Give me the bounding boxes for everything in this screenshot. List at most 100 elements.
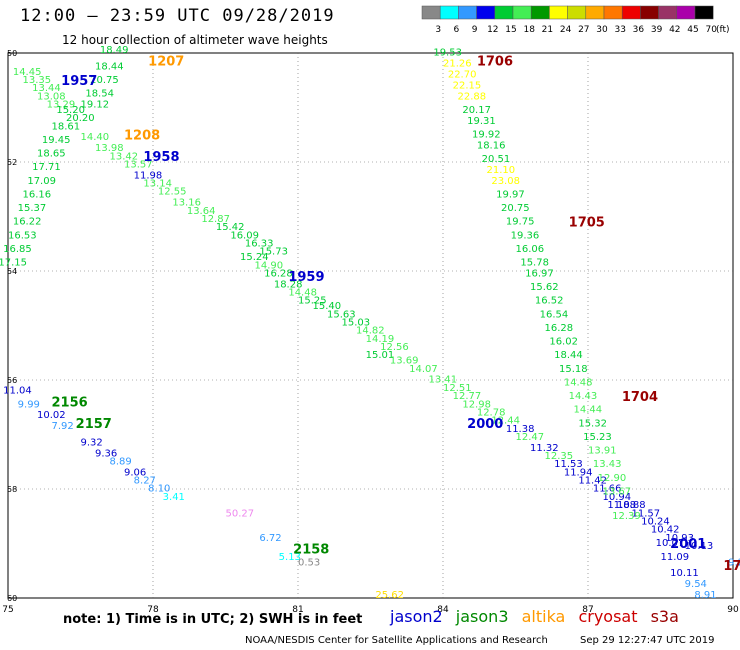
wave-height-value: 12.90 — [598, 473, 627, 484]
wave-height-value: 13.14 — [143, 179, 172, 190]
generated-timestamp: Sep 29 12:27:47 UTC 2019 — [580, 635, 715, 646]
wave-height-value: 11.42 — [578, 476, 607, 487]
wave-height-value: 21.10 — [487, 165, 516, 176]
wave-height-value: 15.32 — [578, 418, 607, 429]
legend-jason3: jason3 — [455, 607, 509, 626]
x-tick-label: 75 — [2, 605, 13, 615]
wave-height-value: 15.24 — [240, 252, 269, 263]
wave-height-value: 10.24 — [641, 516, 670, 527]
scale-label: 18 — [523, 25, 535, 35]
wave-height-value: 15.73 — [259, 247, 288, 258]
wave-height-value: 15.78 — [520, 258, 549, 269]
wave-height-value: 14.90 — [255, 260, 284, 271]
credit-line: NOAA/NESDIS Center for Satellite Applica… — [245, 635, 548, 646]
wave-height-value: 50.27 — [226, 508, 255, 519]
wave-height-value: 13.29 — [47, 100, 76, 111]
wave-height-value: 15.23 — [583, 432, 612, 443]
satellite-legend: jason2 jason3 altika cryosat s3a — [390, 607, 687, 626]
wave-height-value: 20.75 — [501, 203, 530, 214]
wave-height-value: 19.92 — [472, 129, 501, 140]
x-tick-label: 78 — [147, 605, 159, 615]
wave-height-value: 13.41 — [429, 375, 458, 386]
wave-height-value: 0.53 — [298, 557, 320, 568]
pass-label: 1705 — [569, 216, 605, 231]
wave-height-value: 10.88 — [617, 500, 646, 511]
wave-height-value: 12.51 — [443, 383, 472, 394]
scale-label: 3 — [435, 25, 441, 35]
wave-height-value: 19.97 — [496, 189, 525, 200]
wave-height-value: 14.40 — [81, 132, 110, 143]
wave-height-value: 8.91 — [694, 590, 716, 601]
wave-height-value: 20.75 — [90, 75, 119, 86]
wave-height-value: 12.98 — [462, 399, 491, 410]
wave-height-value: 13.64 — [187, 206, 216, 217]
wave-height-value: 10.11 — [670, 568, 699, 579]
page-subtitle: 12 hour collection of altimeter wave hei… — [62, 33, 328, 47]
wave-height-value: 16.33 — [245, 238, 274, 249]
pass-label: 2158 — [293, 543, 329, 558]
wave-height-value: 18.44 — [554, 350, 583, 361]
wave-height-value: 8.89 — [110, 456, 132, 467]
wave-height-value: 8.10 — [148, 484, 170, 495]
y-tick-label: 52 — [7, 158, 17, 167]
wave-height-value: 15.40 — [313, 301, 342, 312]
pass-label: 1704 — [622, 390, 658, 405]
wave-height-value: 13.57 — [124, 159, 153, 170]
wave-height-value: 13.91 — [588, 446, 617, 457]
wave-height-value: 18.65 — [37, 149, 66, 160]
wave-height-value: 15.20 — [56, 105, 85, 116]
y-tick-label: 50 — [7, 49, 17, 58]
wave-height-value: 16.52 — [535, 296, 564, 307]
wave-height-value: 18.28 — [274, 279, 303, 290]
wave-height-value: 16.02 — [549, 337, 578, 348]
wave-height-value: 12.56 — [380, 342, 409, 353]
pass-label: 1703 — [723, 559, 740, 574]
wave-height-value: 18.44 — [95, 61, 124, 72]
wave-height-value: 13.98 — [95, 143, 124, 154]
scale-label: 9 — [472, 25, 478, 35]
wave-height-value: 7.92 — [52, 421, 74, 432]
wave-height-value: 12.55 — [158, 187, 187, 198]
wave-height-value: 14.48 — [288, 288, 317, 299]
wave-height-value: 16.97 — [525, 268, 554, 279]
wave-height-value: 19.75 — [506, 217, 535, 228]
wave-height-value: 10.93 — [665, 533, 694, 544]
wave-height-value: 20.17 — [462, 105, 491, 116]
wave-height-value: 18.54 — [85, 89, 114, 100]
wave-height-value: 6.72 — [259, 533, 281, 544]
wave-height-value: 15.37 — [18, 203, 47, 214]
wave-height-value: 15.25 — [298, 296, 327, 307]
y-tick-label: 60 — [7, 594, 17, 603]
scale-label: 33 — [614, 25, 625, 35]
pass-label: 1208 — [124, 128, 160, 143]
wave-height-value: 16.85 — [3, 244, 32, 255]
wave-height-value: 11.57 — [632, 508, 661, 519]
wave-height-value: 10.02 — [37, 410, 66, 421]
wave-height-value: 15.63 — [327, 309, 356, 320]
wave-height-value: 14.43 — [569, 391, 598, 402]
wave-height-value: 14.45 — [13, 67, 42, 78]
scale-label: 27 — [578, 25, 589, 35]
wave-height-value: 22.88 — [458, 91, 487, 102]
scale-swatch — [694, 5, 714, 20]
scale-label: 24 — [560, 25, 572, 35]
scale-label: 39 — [651, 25, 663, 35]
wave-height-value: 19.12 — [81, 100, 110, 111]
wave-height-value: 14.44 — [574, 405, 603, 416]
wave-height-value: 11.04 — [3, 386, 32, 397]
wave-height-value: 9.06 — [124, 467, 146, 478]
scale-label: 12 — [487, 25, 498, 35]
wave-height-value: 11.38 — [506, 424, 535, 435]
wave-height-value: 14.07 — [409, 364, 438, 375]
scale-label: 45 — [687, 25, 698, 35]
wave-height-value: 11.98 — [134, 170, 163, 181]
wave-height-value: 10.07 — [656, 538, 685, 549]
x-tick-label: 90 — [727, 605, 739, 615]
wave-height-value: 18.61 — [52, 121, 81, 132]
scale-label: 30 — [596, 25, 608, 35]
wave-height-value: 15.03 — [342, 318, 371, 329]
wave-height-value: 16.54 — [540, 309, 569, 320]
wave-height-value: 8.27 — [134, 476, 156, 487]
x-tick-label: 84 — [437, 605, 449, 615]
